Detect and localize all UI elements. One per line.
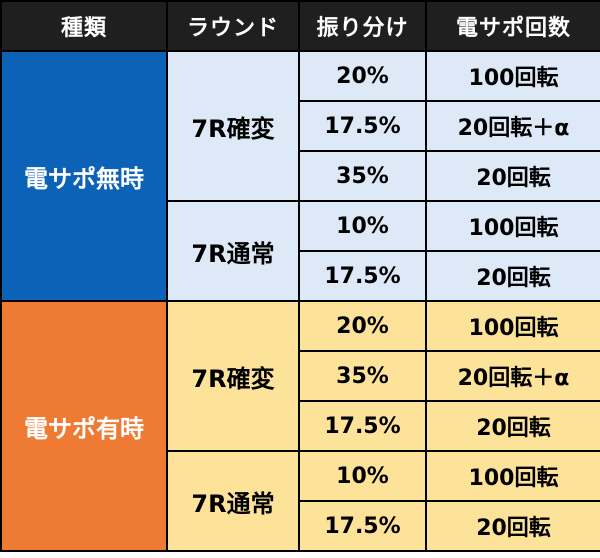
share-cell: 20%	[298, 50, 427, 102]
share-cell: 10%	[298, 450, 427, 502]
table-row: 電サポ有時 7R確変 20% 100回転	[0, 300, 600, 552]
share-cell: 17.5%	[298, 250, 427, 302]
table-row: 17.5% 20回転＋α	[1, 100, 600, 152]
support-cell: 100回転	[425, 450, 600, 502]
support-cell: 20回転＋α	[425, 350, 600, 402]
kind-cell: 電サポ無時	[0, 50, 168, 302]
share-cell: 35%	[298, 150, 427, 202]
share-cell: 17.5%	[298, 100, 427, 152]
kind-cell: 電サポ有時	[0, 300, 168, 552]
support-cell: 100回転	[425, 300, 600, 352]
table-row: 17.5% 20回転	[1, 400, 600, 452]
share-cell: 20%	[298, 300, 427, 352]
support-cell: 20回転＋α	[425, 100, 600, 152]
header-round: ラウンド	[166, 0, 300, 52]
table-row: 7R通常 10% 100回転	[1, 450, 600, 552]
table-row: 35% 20回転	[1, 150, 600, 202]
share-cell: 17.5%	[298, 400, 427, 452]
table-row: 17.5% 20回転	[1, 250, 600, 302]
share-cell: 35%	[298, 350, 427, 402]
support-cell: 20回転	[425, 500, 600, 552]
support-cell: 100回転	[425, 50, 600, 102]
round-cell: 7R確変	[166, 50, 300, 202]
header-row: 種類 ラウンド 振り分け 電サポ回数	[0, 0, 600, 52]
share-cell: 17.5%	[298, 500, 427, 552]
table-row: 17.5% 20回転	[1, 500, 600, 552]
table-row: 35% 20回転＋α	[1, 350, 600, 402]
table-row: 7R通常 10% 100回転	[1, 200, 600, 302]
support-cell: 20回転	[425, 150, 600, 202]
support-cell: 20回転	[425, 400, 600, 452]
header-support-count: 電サポ回数	[425, 0, 600, 52]
round-cell: 7R確変	[166, 300, 300, 452]
round-cell: 7R通常	[166, 200, 300, 302]
support-cell: 20回転	[425, 250, 600, 302]
header-kind: 種類	[0, 0, 168, 52]
share-cell: 10%	[298, 200, 427, 252]
header-share: 振り分け	[298, 0, 427, 52]
round-cell: 7R通常	[166, 450, 300, 552]
table-row: 電サポ無時 7R確変 20% 100回転	[0, 50, 600, 302]
support-cell: 100回転	[425, 200, 600, 252]
